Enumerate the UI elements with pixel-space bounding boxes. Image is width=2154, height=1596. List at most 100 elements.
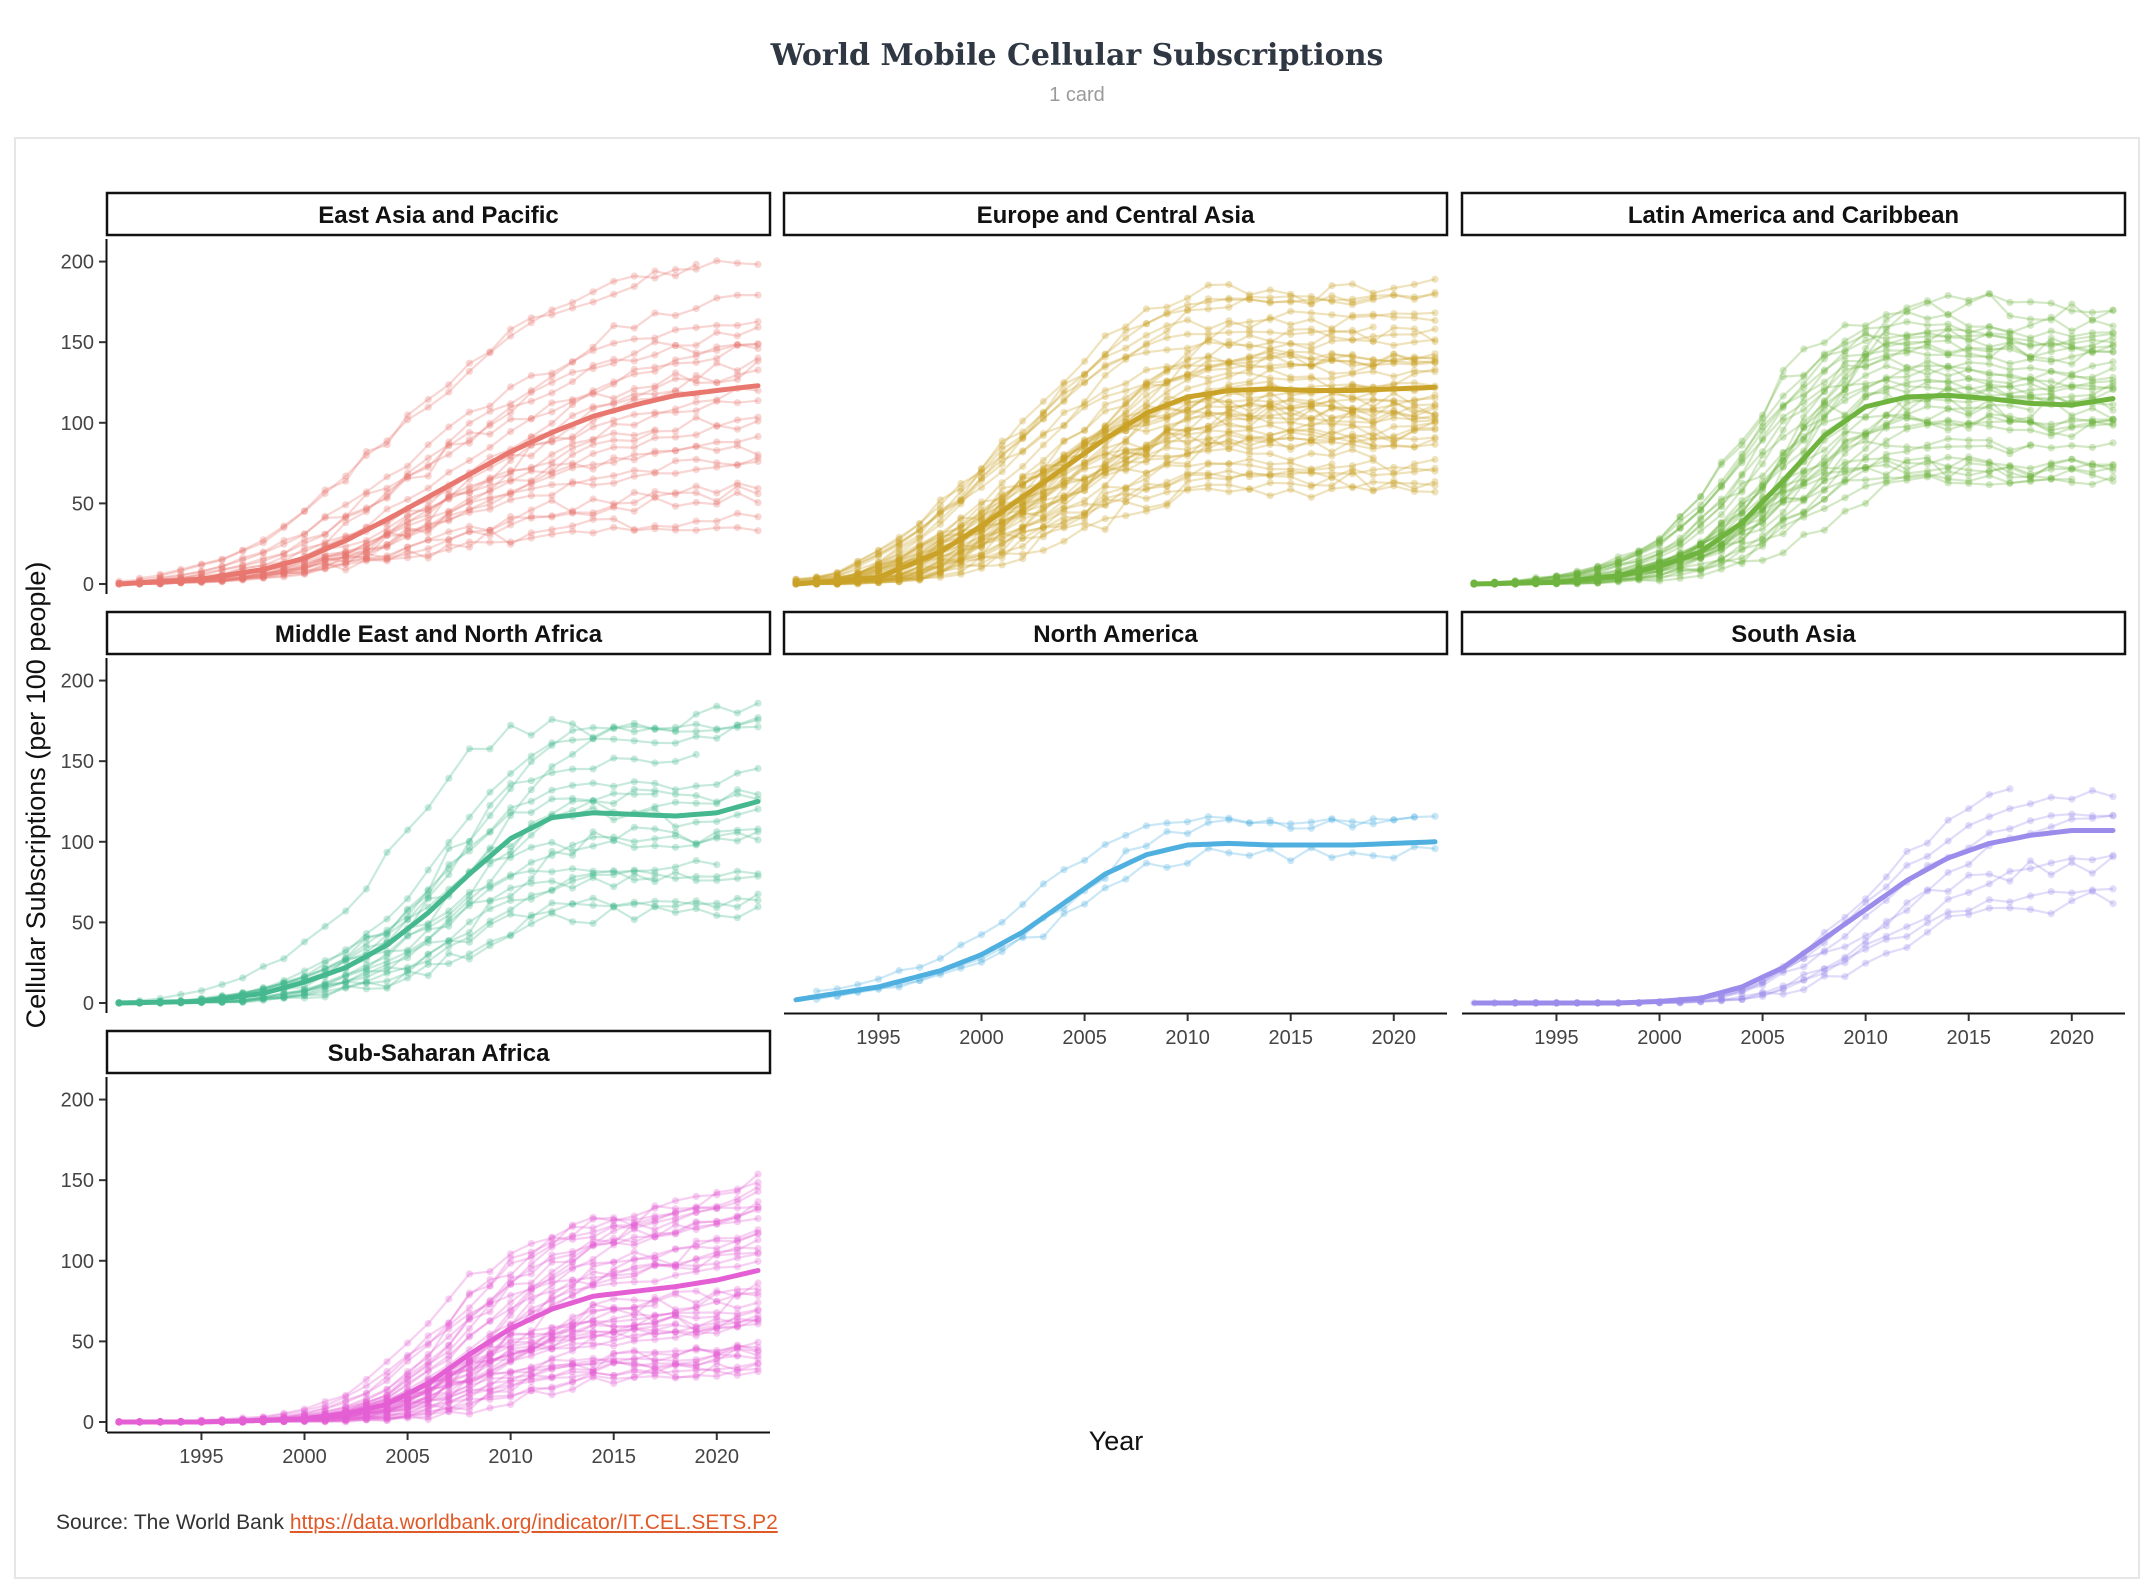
country-data-point <box>1779 516 1787 525</box>
country-data-point <box>713 873 721 881</box>
country-data-point <box>895 570 903 579</box>
country-data-point <box>1184 403 1192 411</box>
country-data-point <box>589 797 597 805</box>
country-data-point <box>1163 428 1171 436</box>
country-data-point <box>671 457 680 465</box>
country-data-point <box>957 497 965 505</box>
country-data-point <box>1081 437 1089 445</box>
country-data-point <box>2006 877 2014 885</box>
country-data-point <box>1594 579 1602 587</box>
country-data-point <box>713 1217 721 1225</box>
country-data-point <box>1225 403 1233 411</box>
x-tick-label: 2020 <box>1372 1027 1417 1049</box>
country-data-point <box>342 566 350 574</box>
country-data-point <box>692 792 700 800</box>
country-data-point <box>404 826 412 834</box>
country-data-point <box>1122 435 1130 444</box>
country-data-point <box>1039 530 1047 538</box>
country-data-point <box>1635 547 1643 555</box>
country-series-line <box>837 404 1436 586</box>
country-data-point <box>874 562 883 570</box>
country-data-point <box>568 1322 577 1330</box>
country-data-point <box>1307 355 1315 363</box>
country-data-point <box>1266 328 1274 336</box>
country-data-point <box>957 495 965 503</box>
country-data-point <box>1184 373 1192 381</box>
country-data-point <box>1060 505 1068 513</box>
country-data-point <box>424 395 432 404</box>
country-data-point <box>1717 498 1725 506</box>
country-data-point <box>1882 421 1890 429</box>
country-data-point <box>1204 330 1212 338</box>
country-data-point <box>445 1384 453 1392</box>
country-data-point <box>1985 442 1993 450</box>
country-data-point <box>259 573 267 582</box>
country-data-point <box>754 344 762 353</box>
country-series-line <box>1494 459 2114 585</box>
country-data-point <box>1142 504 1150 512</box>
country-data-point <box>383 542 391 551</box>
country-data-point <box>527 465 535 473</box>
country-data-point <box>2047 355 2055 363</box>
country-data-point <box>1759 525 1767 533</box>
country-data-point <box>1779 515 1787 524</box>
country-data-point <box>1655 557 1664 565</box>
country-data-point <box>610 416 618 424</box>
country-data-point <box>1965 907 1973 915</box>
country-data-point <box>342 472 350 480</box>
country-data-point <box>404 1398 412 1406</box>
country-data-point <box>486 486 494 494</box>
country-data-point <box>1225 481 1233 489</box>
country-data-point <box>651 787 659 795</box>
country-data-point <box>1204 397 1212 406</box>
country-data-point <box>486 1276 494 1284</box>
country-data-point <box>486 812 494 820</box>
country-data-point <box>1410 813 1418 821</box>
country-data-point <box>1552 572 1561 580</box>
country-data-point <box>548 1330 556 1338</box>
country-data-point <box>197 560 206 568</box>
country-data-point <box>1163 415 1171 423</box>
country-data-point <box>507 470 515 478</box>
country-data-point <box>1060 477 1068 485</box>
country-data-point <box>507 403 515 411</box>
country-data-point <box>754 714 762 722</box>
country-data-point <box>1676 560 1684 569</box>
country-data-point <box>754 397 762 405</box>
country-data-point <box>957 568 965 576</box>
country-data-point <box>1800 479 1808 487</box>
country-data-point <box>671 798 680 806</box>
country-data-point <box>610 833 618 841</box>
country-data-point <box>1965 335 1973 343</box>
country-data-point <box>362 554 370 562</box>
country-data-point <box>548 491 556 499</box>
country-data-point <box>1245 401 1254 409</box>
country-data-point <box>404 511 412 519</box>
country-data-point <box>1390 437 1398 445</box>
country-data-point <box>692 782 700 790</box>
country-series-line <box>139 830 759 1005</box>
country-data-point <box>1142 419 1150 427</box>
country-data-point <box>2026 470 2035 478</box>
country-data-point <box>1369 337 1377 345</box>
country-data-point <box>1184 471 1192 479</box>
country-data-point <box>2006 312 2014 320</box>
country-data-point <box>1882 329 1890 337</box>
country-data-point <box>1266 471 1274 479</box>
country-data-point <box>589 735 597 743</box>
country-data-point <box>1245 819 1254 827</box>
country-data-point <box>300 569 309 577</box>
country-data-point <box>1225 369 1233 377</box>
country-data-point <box>916 563 924 571</box>
country-data-point <box>630 823 638 831</box>
country-data-point <box>2088 856 2096 864</box>
country-data-point <box>1142 380 1150 388</box>
country-data-point <box>916 571 924 579</box>
country-data-point <box>342 1415 350 1423</box>
country-data-point <box>568 797 577 805</box>
country-data-point <box>610 503 618 511</box>
country-data-point <box>2006 360 2014 368</box>
country-data-point <box>1307 403 1315 411</box>
country-data-point <box>342 552 350 560</box>
country-data-point <box>486 493 494 501</box>
